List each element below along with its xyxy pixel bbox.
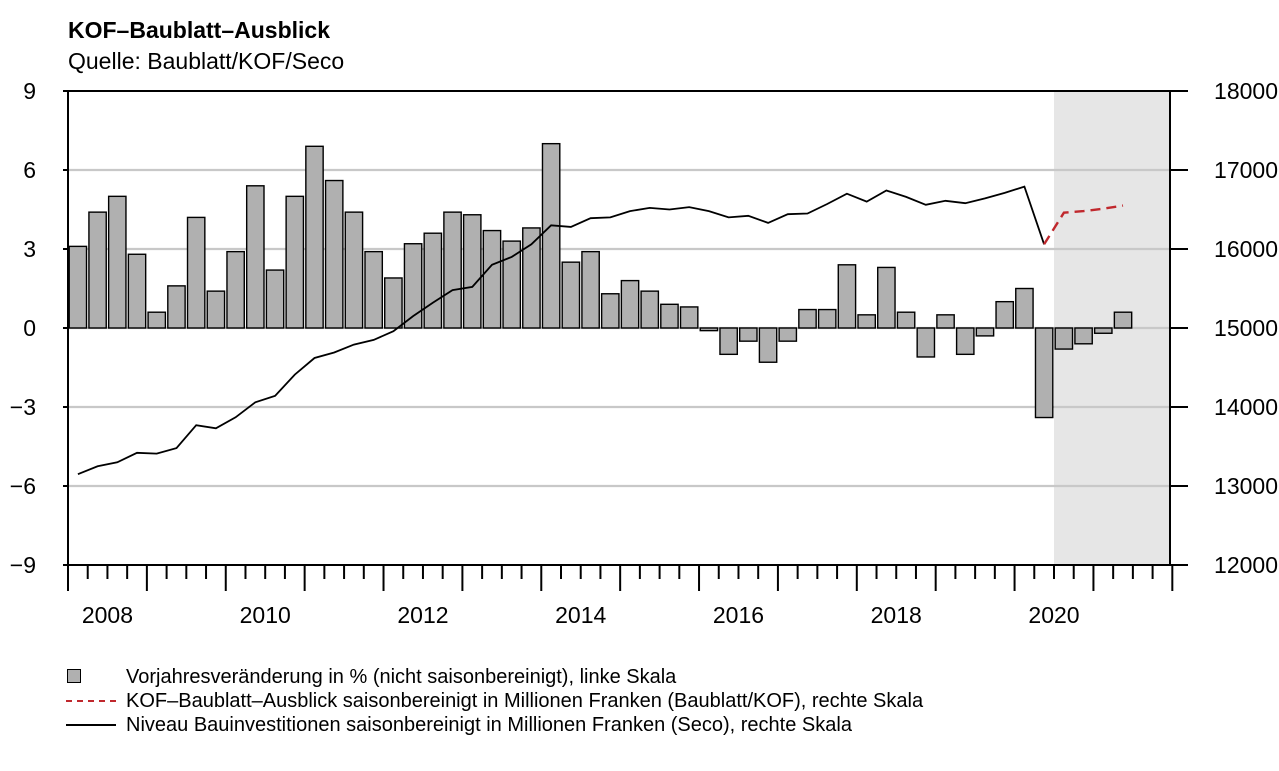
legend: Vorjahresveränderung in % (nicht saisonb… [64, 665, 923, 737]
legend-dashed-label: KOF–Baublatt–Ausblick saisonbereinigt in… [126, 689, 924, 712]
bar-2016Q3 [738, 327, 758, 342]
x-axis-tick-label: 2014 [555, 602, 606, 628]
bar-2012Q1 [384, 277, 403, 329]
bar-2011Q1 [305, 145, 324, 329]
bar-2017Q1 [778, 327, 798, 342]
left-axis-tick-label: 0 [23, 315, 36, 341]
bar-2013Q1 [462, 214, 482, 329]
bar-2020Q3 [1054, 327, 1074, 350]
right-axis-tick-label: 17000 [1214, 157, 1278, 183]
x-axis-tick-label: 2020 [1028, 602, 1079, 628]
legend-item-level: Niveau Bauinvestitionen saisonbereinigt … [64, 713, 923, 737]
legend-solid-label: Niveau Bauinvestitionen saisonbereinigt … [126, 713, 852, 736]
bar-2012Q4 [443, 211, 462, 329]
x-axis-tick-label: 2010 [240, 602, 291, 628]
x-axis-tick-label: 2016 [713, 602, 764, 628]
right-axis-tick-label: 12000 [1214, 552, 1278, 578]
bar-2011Q2 [324, 179, 344, 329]
bar-2021Q2 [1113, 311, 1133, 329]
bar-2014Q4 [600, 293, 620, 329]
bar-2013Q2 [482, 229, 502, 329]
investment-level-line [77, 185, 1045, 476]
left-axis-tick-label: 3 [23, 236, 36, 262]
bar-2019Q3 [975, 327, 995, 337]
right-axis-tick-label: 15000 [1214, 315, 1278, 341]
bar-2018Q2 [877, 266, 896, 329]
right-axis-tick-label: 13000 [1214, 473, 1278, 499]
bar-2016Q2 [719, 327, 738, 356]
bar-2015Q2 [640, 290, 660, 329]
bar-2014Q3 [581, 250, 600, 329]
bar-2017Q2 [798, 308, 817, 329]
bar-2015Q3 [660, 303, 679, 329]
bar-2013Q3 [502, 240, 522, 329]
bar-2019Q2 [955, 327, 975, 356]
bar-2010Q4 [285, 195, 305, 329]
bar-2012Q2 [403, 243, 423, 329]
bar-2010Q2 [245, 185, 265, 329]
bar-2010Q3 [265, 269, 285, 329]
x-axis-tick-label: 2008 [82, 602, 133, 628]
bar-2011Q4 [364, 250, 384, 329]
bar-2014Q2 [561, 261, 581, 329]
bar-2011Q3 [344, 211, 364, 329]
x-axis-tick-label: 2012 [397, 602, 448, 628]
bar-2008Q3 [107, 195, 127, 329]
x-axis-tick-label: 2018 [871, 602, 922, 628]
bar-2018Q1 [857, 314, 877, 329]
bar-2012Q3 [423, 232, 443, 329]
legend-dashed-swatch [66, 700, 116, 702]
bar-2009Q2 [167, 285, 186, 329]
legend-bar-swatch [67, 669, 81, 683]
left-axis-tick-label: −3 [10, 394, 36, 420]
bar-2016Q1 [699, 327, 719, 332]
chart-subtitle: Quelle: Baublatt/KOF/Seco [68, 48, 345, 74]
bar-2017Q4 [837, 264, 857, 329]
bar-2015Q1 [620, 279, 640, 329]
bar-2020Q2 [1034, 327, 1054, 419]
bar-2015Q4 [679, 306, 699, 329]
bar-2018Q3 [896, 311, 916, 329]
bar-2009Q4 [206, 290, 226, 329]
right-axis-tick-label: 16000 [1214, 236, 1278, 262]
left-axis-tick-label: −9 [10, 552, 36, 578]
bar-2014Q1 [541, 142, 561, 329]
bar-2016Q4 [758, 327, 778, 363]
bar-2013Q4 [522, 227, 541, 329]
bar-2009Q3 [186, 216, 206, 329]
chart-title: KOF–Baublatt–Ausblick [68, 17, 330, 43]
forecast-line [1043, 204, 1124, 245]
bar-2008Q2 [88, 211, 107, 329]
bar-2008Q4 [127, 253, 147, 329]
bar-2019Q4 [995, 300, 1015, 329]
legend-solid-swatch [66, 724, 116, 726]
left-axis-tick-label: 9 [23, 78, 36, 104]
right-axis-tick-label: 18000 [1214, 78, 1278, 104]
legend-bar-label: Vorjahresveränderung in % (nicht saisonb… [126, 665, 677, 688]
bar-2010Q1 [226, 250, 245, 329]
right-axis-tick-label: 14000 [1214, 394, 1278, 420]
bar-2020Q1 [1015, 287, 1034, 329]
bar-2017Q3 [817, 308, 837, 329]
bar-2018Q4 [916, 327, 936, 358]
left-axis-tick-label: 6 [23, 157, 36, 183]
bar-2008Q1 [68, 245, 88, 329]
bar-2009Q1 [147, 311, 167, 329]
bar-2019Q1 [936, 314, 955, 329]
bar-2021Q1 [1093, 327, 1113, 334]
legend-item-bars: Vorjahresveränderung in % (nicht saisonb… [64, 665, 923, 689]
left-axis-tick-label: −6 [10, 473, 36, 499]
bar-2020Q4 [1074, 327, 1093, 345]
legend-item-forecast: KOF–Baublatt–Ausblick saisonbereinigt in… [64, 689, 923, 713]
